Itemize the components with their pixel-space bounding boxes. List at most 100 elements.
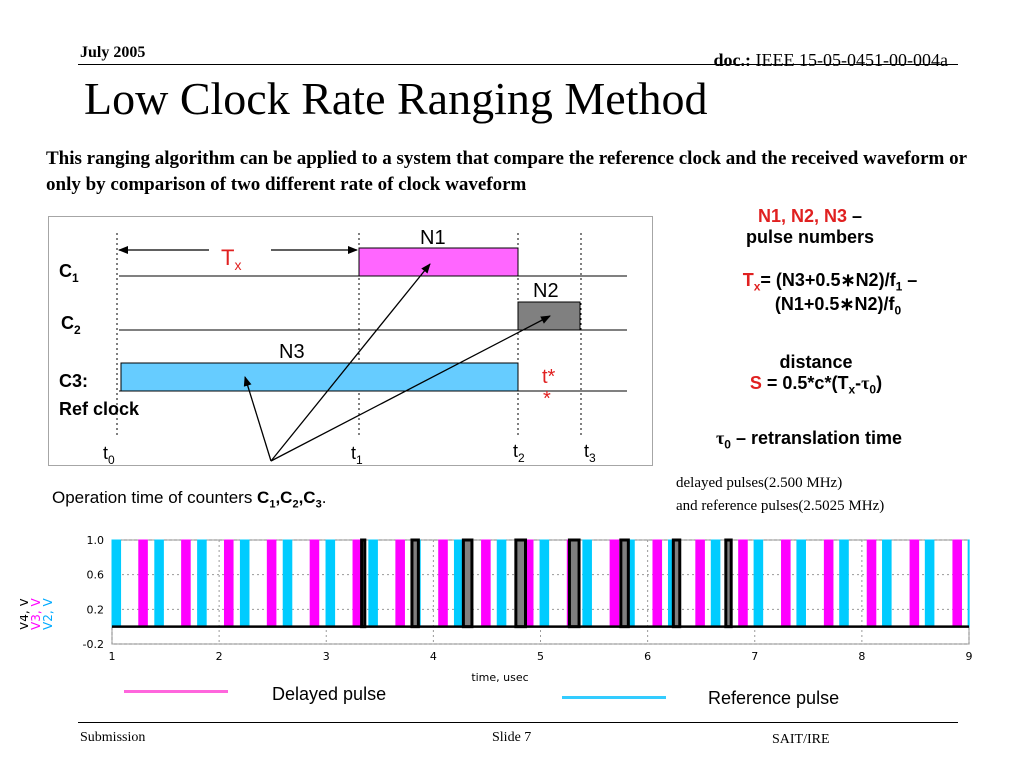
tx-formula-a: = (N3+0.5 — [760, 270, 841, 290]
chart-xtick-label: 3 — [323, 650, 330, 663]
label-c2: C2 — [61, 313, 81, 337]
delayed-pulse — [181, 539, 191, 628]
arrow-to-n3 — [243, 376, 272, 462]
reference-pulse — [967, 539, 970, 628]
label-tstar: t* — [542, 366, 556, 388]
label-tx-main: T — [221, 245, 234, 270]
chart-ytick-label: 0.2 — [87, 603, 105, 616]
label-c2-main: C — [61, 313, 74, 333]
operation-counters: C1,C2,C3 — [257, 488, 322, 511]
counter-pulse — [461, 538, 474, 629]
reference-pulse — [197, 539, 207, 628]
delayed-pulse — [952, 539, 963, 628]
label-tx-sub: x — [234, 257, 241, 273]
label-t1-main: t — [351, 443, 356, 463]
distance-close: ) — [876, 373, 883, 393]
label-c1: C1 — [59, 261, 79, 285]
delayed-pulse — [138, 539, 148, 628]
label-t3-main: t — [584, 441, 589, 461]
legend-delayed-label: Delayed pulse — [272, 684, 387, 704]
operation-c: C — [257, 488, 270, 507]
chart-xtick-label: 4 — [430, 650, 437, 663]
label-t0: t0 — [103, 443, 115, 465]
chart-series — [111, 538, 970, 629]
pulse-dash: – — [847, 206, 863, 226]
doc-number: IEEE 15-05-0451-00-004a — [755, 50, 948, 70]
timing-diagram-svg: N1 N2 N3 Tx t* * C1 C2 C3: Ref clock t0 … — [59, 227, 627, 467]
page-title: Low Clock Rate Ranging Method — [84, 73, 708, 124]
distance-formula: S = 0.5*c*(Tx-τ0) — [706, 373, 926, 397]
reference-pulse — [924, 539, 935, 628]
counter-pulse — [567, 538, 581, 629]
arrow-to-n2 — [270, 315, 551, 462]
tx-formula-sub1: 1 — [895, 279, 903, 294]
distance-minus: - — [855, 373, 862, 393]
delayed-pulse — [309, 539, 320, 628]
chart-caption: delayed pulses(2.500 MHz) and reference … — [676, 472, 884, 518]
reference-pulse — [325, 539, 336, 628]
retrans-tau: τ — [716, 428, 725, 448]
distance-zero: 0 — [869, 382, 877, 397]
delayed-pulse — [395, 539, 405, 628]
footer-submission: Submission — [80, 730, 146, 745]
timing-diagram: N1 N2 N3 Tx t* * C1 C2 C3: Ref clock t0 … — [48, 216, 653, 467]
chart-caption-line1: delayed pulses(2.500 MHz) — [676, 475, 843, 491]
label-n1: N1 — [420, 227, 446, 249]
operation-s1: 1 — [269, 498, 276, 511]
arrow-to-n1 — [270, 263, 431, 462]
chart-ytick-label: 0.6 — [87, 569, 105, 582]
chart-axes: 1 2 3 4 5 6 7 8 9 1.0 0.6 0.2 -0.2 — [83, 536, 973, 663]
counter-pulse — [724, 538, 733, 629]
c2-pulse-n2 — [517, 301, 581, 331]
label-n2: N2 — [533, 280, 559, 302]
counter-pulse — [360, 538, 367, 629]
distance-label: distance — [779, 352, 853, 372]
counter-pulse — [410, 538, 420, 629]
tx-formula-block: Tx= (N3+0.5∗N2)/f1 – (N1+0.5∗N2)/f0 — [710, 270, 950, 317]
distance-eq: = 0.5*c*(T — [761, 373, 849, 393]
label-ref-clock: Ref clock — [59, 399, 140, 419]
label-t1-sub: 1 — [356, 453, 363, 465]
label-n3: N3 — [279, 341, 305, 363]
tx-formula-c: – — [902, 270, 918, 290]
intro-text: This ranging algorithm can be applied to… — [46, 148, 967, 195]
reference-pulse — [796, 539, 806, 628]
delayed-pulse — [438, 539, 448, 628]
delayed-pulse — [652, 539, 663, 628]
chart-xtick-label: 7 — [751, 650, 758, 663]
operation-text: Operation time of counters C1,C2,C3. — [52, 488, 326, 510]
chart-caption-line2: and reference pulses(2.5025 MHz) — [676, 498, 885, 514]
retrans-text: – retranslation time — [730, 428, 903, 448]
tx-formula-sub0: 0 — [894, 303, 902, 318]
waveform-chart: 1 2 3 4 5 6 7 8 9 1.0 0.6 0.2 -0.2 time, usec V4, V … — [20, 536, 973, 684]
doc-label: doc.: — [713, 50, 752, 70]
tx-formula-t-sub: x — [753, 279, 761, 294]
distance-block: distance S = 0.5*c*(Tx-τ0) — [706, 352, 926, 397]
pulse-numbers-block: N1, N2, N3 – pulse numbers — [700, 206, 920, 248]
pulse-numbers-line1: N1, N2, N3 – — [700, 206, 920, 227]
chart-xtick-label: 9 — [966, 650, 973, 663]
label-t0-sub: 0 — [108, 453, 115, 465]
chart-xlabel: time, usec — [471, 671, 528, 684]
chart-ytick-label: 1.0 — [87, 536, 105, 547]
reference-pulse — [710, 539, 721, 628]
header-rule — [78, 64, 958, 65]
reference-pulse — [154, 539, 164, 628]
label-t0-main: t — [103, 443, 108, 463]
label-t3-sub: 3 — [589, 451, 596, 465]
reference-pulse — [839, 539, 849, 628]
operation-s3: 3 — [315, 498, 322, 511]
reference-pulse — [753, 539, 764, 628]
reference-pulse — [453, 539, 464, 628]
tx-formula-star1: ∗ — [840, 270, 856, 290]
operation-s2: 2 — [292, 498, 299, 511]
delayed-pulse — [223, 539, 234, 628]
counter-pulse — [514, 538, 528, 629]
chart-ytick-label: -0.2 — [83, 638, 104, 651]
reference-pulse — [368, 539, 378, 628]
chart-xtick-label: 1 — [109, 650, 116, 663]
reference-pulse — [239, 539, 250, 628]
reference-pulse — [882, 539, 892, 628]
chart-ylabel-v2: V2, V — [41, 598, 55, 630]
label-t2: t2 — [513, 441, 525, 465]
